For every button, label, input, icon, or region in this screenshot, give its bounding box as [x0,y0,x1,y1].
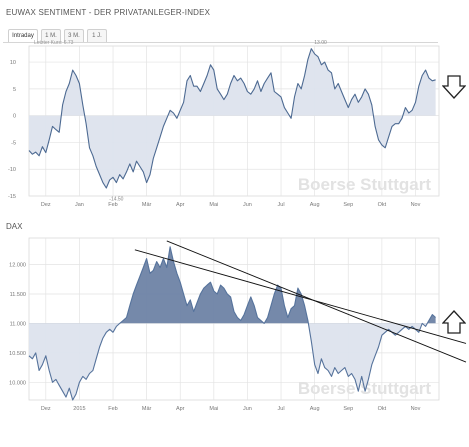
tab-1-month[interactable]: 1 M. [41,29,61,42]
x-tick-label: Feb [108,202,117,208]
last-price-label: Letzter Kurs: 6.73 [34,40,74,46]
x-tick-label: Dez [41,202,51,208]
x-tick-label: Jun [243,202,252,208]
y-tick-label: -15 [8,194,16,200]
y-tick-label: 10.500 [9,351,26,357]
x-tick-label: Sep [343,202,353,208]
y-tick-label: 11.500 [10,292,26,298]
tab-1-year[interactable]: 1 J. [87,29,107,42]
timeframe-tabs: Intraday 1 M. 3 M. 1 J. [3,28,438,43]
x-tick-label: Mai [209,202,218,208]
y-tick-label: 11.000 [10,321,26,327]
value-annotation: 13.00 [314,40,327,46]
watermark-text: Boerse Stuttgart [298,175,432,194]
x-tick-label: Jul [278,406,285,412]
x-tick-label: Mai [209,406,218,412]
series-line [28,246,436,401]
dax-chart: 12.000 11.500 11.000 10.500 10.000 Dez 2015 Feb… [9,237,467,412]
y-tick-label: -10 [8,167,16,173]
x-tick-label: Nov [411,406,421,412]
x-tick-label: Okt [378,406,387,412]
y-tick-label: 12.000 [9,263,26,269]
y-tick-label: 10 [10,60,16,66]
x-tick-label: Jun [243,406,252,412]
y-tick-label: -5 [11,140,16,146]
x-tick-label: Nov [411,202,421,208]
trend-line [134,249,467,344]
y-tick-label: 5 [13,87,16,93]
series-line [28,48,436,189]
x-tick-label: Feb [108,406,117,412]
area-above-baseline [61,48,436,116]
x-tick-label: Mär [142,406,152,412]
dax-chart-title: DAX [6,222,23,231]
tab-3-months[interactable]: 3 M. [64,29,84,42]
area-below-baseline [29,115,436,188]
x-tick-label: Aug [310,202,320,208]
x-tick-label: Apr [176,202,185,208]
trend-line [166,240,467,363]
x-tick-label: Aug [310,406,320,412]
y-tick-label: 10.000 [9,380,26,386]
x-tick-label: Dez [41,406,51,412]
x-tick-label: Okt [378,202,387,208]
x-tick-label: Apr [176,406,185,412]
page-title: EUWAX SENTIMENT - DER PRIVATANLEGER-INDE… [6,8,211,17]
arrow-up-icon [442,310,466,334]
value-annotation: -14.50 [109,196,123,202]
tab-intraday[interactable]: Intraday [8,29,38,42]
x-tick-label: Jul [278,202,285,208]
area-below-baseline [29,323,428,400]
x-tick-label: 2015 [73,406,85,412]
sentiment-chart: 10 5 0 -5 -10 -15 Dez Jan Feb Mär Apr Mai Jun Jul Aug S… [8,40,440,208]
x-tick-label: Jan [75,202,84,208]
x-tick-label: Sep [343,406,353,412]
arrow-down-icon [442,75,466,99]
x-tick-label: Mär [142,202,152,208]
y-tick-label: 0 [13,114,16,120]
